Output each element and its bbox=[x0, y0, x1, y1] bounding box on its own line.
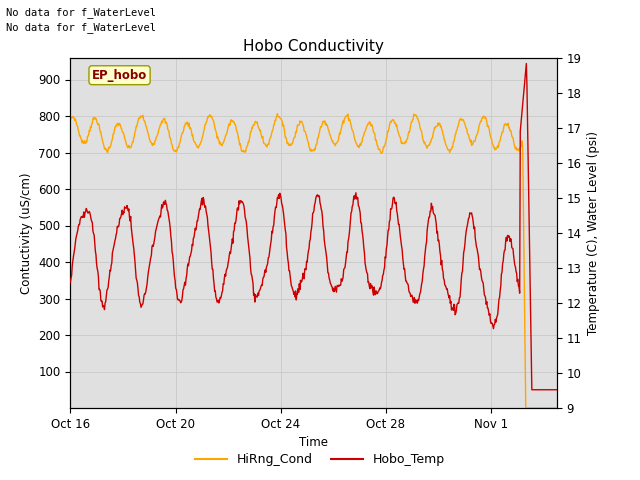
Title: Hobo Conductivity: Hobo Conductivity bbox=[243, 39, 384, 54]
Text: EP_hobo: EP_hobo bbox=[92, 69, 147, 82]
Text: No data for f_WaterLevel: No data for f_WaterLevel bbox=[6, 7, 156, 18]
Y-axis label: Contuctivity (uS/cm): Contuctivity (uS/cm) bbox=[20, 172, 33, 294]
Text: No data for f_WaterLevel: No data for f_WaterLevel bbox=[6, 22, 156, 33]
Y-axis label: Temperature (C), Water Level (psi): Temperature (C), Water Level (psi) bbox=[587, 131, 600, 335]
Legend: HiRng_Cond, Hobo_Temp: HiRng_Cond, Hobo_Temp bbox=[190, 448, 450, 471]
X-axis label: Time: Time bbox=[299, 436, 328, 449]
